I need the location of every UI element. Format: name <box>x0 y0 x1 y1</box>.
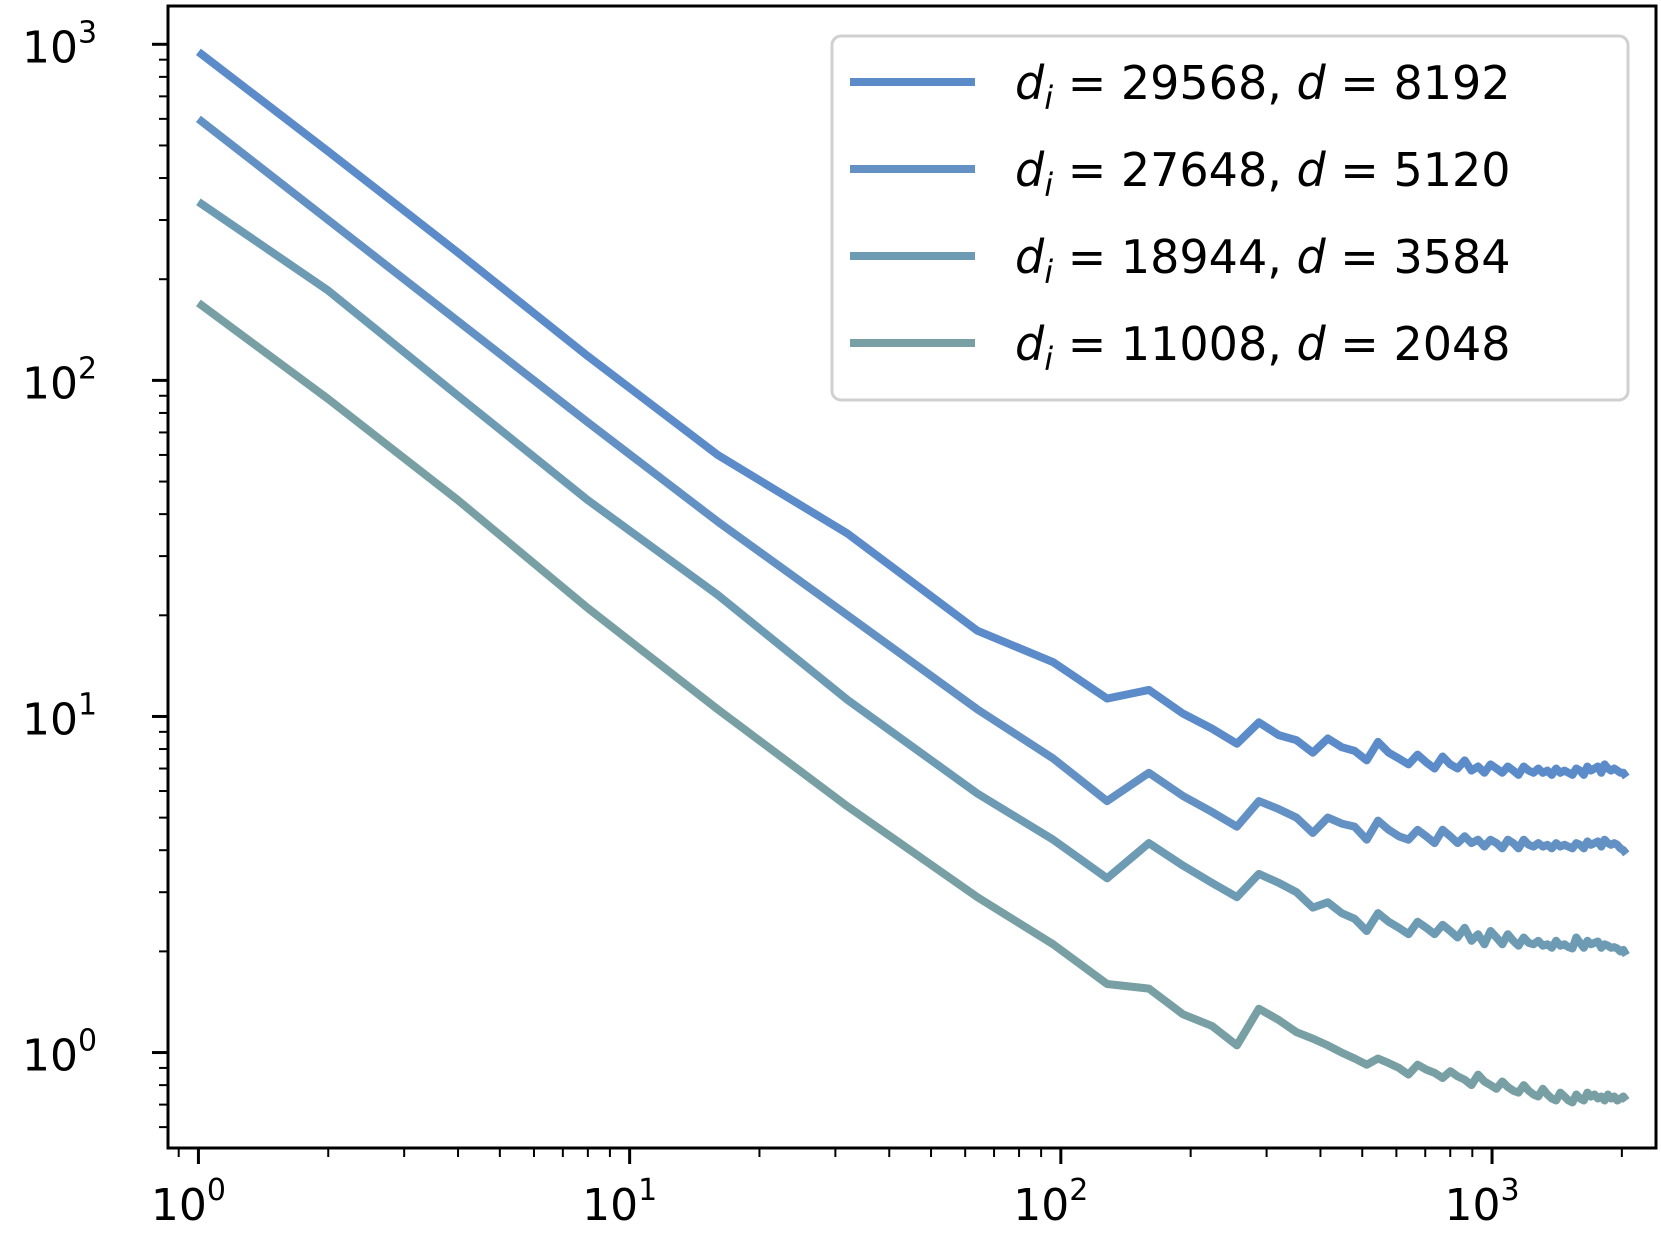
series-line-4 <box>196 299 1630 1107</box>
series-layer <box>195 48 1630 1107</box>
legend: di = 29568, d = 8192 di = 27648, d = 5120… <box>830 34 1630 402</box>
x-tick-label-0: 100 <box>151 1173 226 1231</box>
x-tick-label-2: 102 <box>1013 1173 1088 1231</box>
legend-box <box>830 34 1630 402</box>
legend-label-4: di = 11008, d = 2048 <box>1015 317 1511 378</box>
legend-label-2: di = 27648, d = 5120 <box>1015 143 1511 204</box>
y-tick-label-1: 101 <box>22 687 97 745</box>
x-tick-label-1: 101 <box>582 1173 657 1231</box>
series-line-1 <box>195 48 1630 780</box>
series-line-3 <box>196 198 1630 958</box>
legend-label-1: di = 29568, d = 8192 <box>1015 56 1511 117</box>
y-tick-label-0: 100 <box>22 1024 97 1082</box>
x-tick-label-3: 103 <box>1445 1173 1520 1231</box>
series-line-2 <box>195 115 1630 857</box>
y-tick-label-3: 103 <box>22 15 97 73</box>
ticks-layer: 100 101 102 103 100 101 102 103 <box>22 15 1623 1231</box>
legend-label-3: di = 18944, d = 3584 <box>1015 230 1511 291</box>
y-tick-label-2: 102 <box>22 351 97 409</box>
plot-frame <box>166 4 1658 1150</box>
